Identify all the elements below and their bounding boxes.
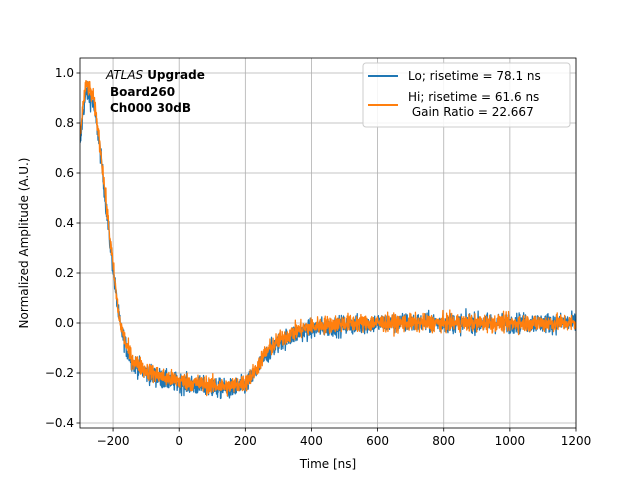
- annotation-upgrade: Upgrade: [147, 68, 205, 82]
- legend-box: [362, 62, 571, 128]
- series-layer: [80, 80, 576, 400]
- x-tick-label: 0: [175, 434, 183, 448]
- axis-ticks: −200 0 200 400 600 800 1000 1200 −0.4 −0.2 0.0 0.2 0…: [45, 66, 591, 448]
- x-axis-label: Time [ns]: [299, 457, 356, 471]
- y-tick-label: 0.8: [55, 116, 74, 130]
- x-tick-label: 1200: [561, 434, 592, 448]
- legend-label-lo: Lo; risetime = 78.1 ns: [408, 69, 541, 83]
- atlas-annotation: ATLAS Upgrade Board260 Ch000 30dB: [105, 68, 205, 115]
- y-tick-label: 0.4: [55, 216, 74, 230]
- x-tick-label: 200: [234, 434, 257, 448]
- plot-frame: [79, 57, 577, 429]
- annotation-line-1: ATLAS Upgrade: [105, 68, 205, 82]
- x-tick-label: 800: [432, 434, 455, 448]
- annotation-board: Board260: [110, 85, 175, 99]
- y-tick-label: −0.4: [45, 416, 74, 430]
- x-tick-label: 1000: [495, 434, 526, 448]
- x-tick-label: −200: [97, 434, 130, 448]
- y-tick-label: 1.0: [55, 66, 74, 80]
- y-tick-label: 0.6: [55, 166, 74, 180]
- x-tick-label: 400: [300, 434, 323, 448]
- annotation-atlas: ATLAS: [105, 68, 144, 82]
- annotation-channel: Ch000 30dB: [110, 101, 191, 115]
- y-axis-label: Normalized Amplitude (A.U.): [17, 158, 31, 329]
- legend-label-hi: Hi; risetime = 61.6 ns Gain Ratio = 22.6…: [408, 90, 539, 119]
- legend: Lo; risetime = 78.1 ns Hi; risetime = 61…: [362, 62, 571, 128]
- x-tick-label: 600: [366, 434, 389, 448]
- y-tick-label: 0.2: [55, 266, 74, 280]
- series-line-hi: [80, 80, 576, 397]
- y-tick-label: 0.0: [55, 316, 74, 330]
- y-tick-label: −0.2: [45, 366, 74, 380]
